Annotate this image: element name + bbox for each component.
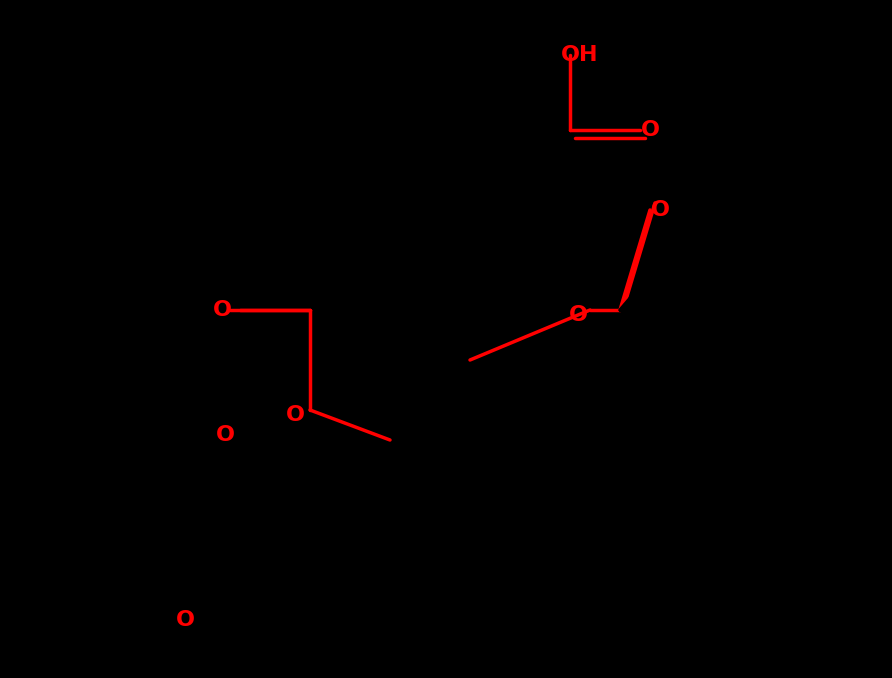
Text: O: O	[640, 120, 659, 140]
Text: O: O	[568, 305, 588, 325]
Text: O: O	[216, 425, 235, 445]
Text: O: O	[650, 200, 670, 220]
Text: O: O	[212, 300, 232, 320]
Text: OH: OH	[561, 45, 599, 65]
Text: O: O	[176, 610, 194, 630]
Text: O: O	[285, 405, 304, 425]
